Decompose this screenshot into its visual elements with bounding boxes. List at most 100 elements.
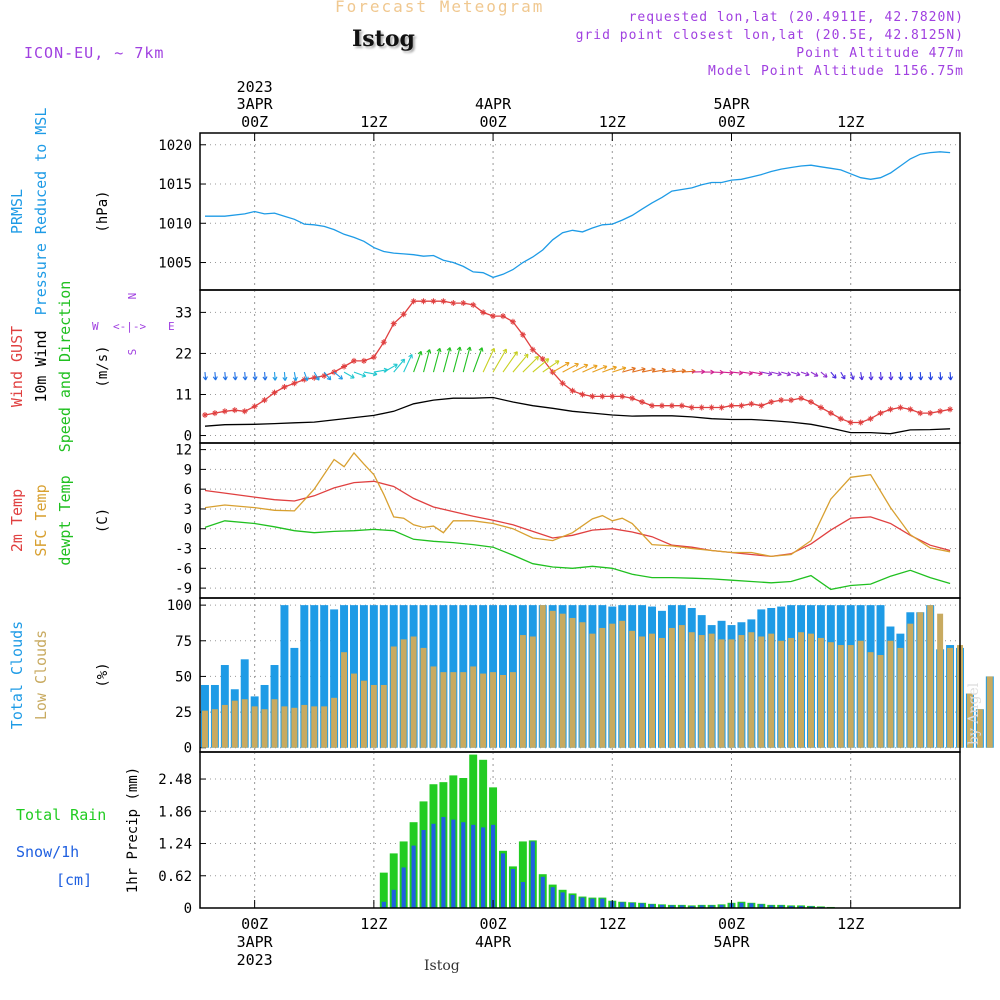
clouds-low-bar: [370, 684, 377, 748]
wind-direction-arrow: [552, 361, 570, 373]
wind-direction-arrow: [472, 347, 484, 373]
footer-place: Istog: [424, 958, 460, 974]
precip-ytick: 0.62: [158, 869, 192, 885]
wind-direction-arrow: [800, 371, 810, 377]
precip-snow-bar: [570, 895, 575, 908]
gust-marker: [341, 363, 348, 370]
wind-direction-arrow: [810, 371, 819, 377]
gust-marker: [559, 380, 566, 387]
precip-snow-bar: [550, 887, 555, 908]
precip-snow-bar: [709, 905, 714, 908]
clouds-low-bar: [768, 633, 775, 748]
gust-marker: [947, 406, 954, 413]
gust-marker: [380, 339, 387, 346]
clouds-low-bar: [817, 637, 824, 748]
gust-marker: [857, 419, 864, 426]
gust-marker: [817, 404, 824, 411]
compass-north: N: [126, 293, 139, 300]
clouds-total-bar: [280, 605, 289, 748]
clouds-low-bar: [470, 666, 477, 748]
top-time-label: 12Z: [360, 113, 387, 131]
clouds-low-bar: [201, 710, 208, 748]
gust-marker: [569, 387, 576, 394]
clouds-low-bar: [857, 640, 864, 748]
clouds-low-bar: [341, 652, 348, 748]
wind-direction-arrow: [612, 366, 627, 373]
clouds-label: Low Clouds: [32, 630, 50, 720]
bottom-time-label: 00Z: [241, 915, 268, 933]
precip-snow-bar: [769, 905, 774, 908]
compass-south: S: [126, 349, 139, 356]
bottom-time-label: 00Z: [718, 915, 745, 933]
gust-marker: [927, 410, 934, 417]
temperature-unit: (C): [95, 508, 111, 533]
clouds-low-bar: [331, 697, 338, 748]
gust-marker: [519, 331, 526, 338]
precip-snow-bar: [461, 822, 466, 908]
bottom-time-label: 12Z: [599, 915, 626, 933]
gust-marker: [877, 410, 884, 417]
precip-rain-bar: [389, 853, 398, 908]
temperature-ytick: -9: [175, 581, 192, 597]
wind-direction-arrow: [442, 347, 452, 373]
gust-marker: [599, 393, 606, 400]
point-altitude: Point Altitude 477m: [796, 46, 964, 61]
clouds-low-bar: [321, 706, 328, 748]
clouds-low-bar: [937, 613, 944, 748]
clouds-low-bar: [847, 645, 854, 748]
precip-snow-bar: [669, 905, 674, 908]
wind-direction-arrow: [462, 346, 472, 373]
precip-snow-bar: [401, 867, 406, 908]
clouds-low-bar: [519, 635, 526, 748]
wind-direction-arrow: [383, 363, 398, 373]
pressure-ytick: 1015: [158, 177, 192, 193]
clouds-low-bar: [360, 680, 367, 748]
clouds-total-bar: [310, 605, 319, 748]
clouds-label: Total Clouds: [8, 621, 26, 729]
clouds-low-bar: [947, 647, 954, 748]
bottom-time-label: 3APR: [237, 933, 274, 951]
clouds-low-bar: [400, 639, 407, 748]
precip-snow-bar: [530, 841, 535, 908]
clouds-low-bar: [718, 639, 725, 748]
gust-marker: [897, 404, 904, 411]
precip-snow-bar: [789, 905, 794, 908]
wind-direction-arrow: [522, 355, 540, 373]
clouds-low-bar: [311, 706, 318, 748]
gust-marker: [748, 400, 755, 407]
gust-marker: [201, 412, 208, 419]
clouds-total-bar: [300, 605, 309, 748]
precip-snow-bar: [779, 905, 784, 908]
wind-ytick: 0: [184, 429, 192, 445]
wind-direction-arrow: [482, 347, 496, 373]
top-time-label: 5APR: [713, 95, 750, 113]
wind-direction-arrow: [262, 372, 268, 381]
gust-marker: [430, 298, 437, 305]
clouds-low-bar: [420, 647, 427, 748]
clouds-low-bar: [380, 684, 387, 748]
pressure-unit: (hPa): [95, 190, 111, 232]
wind-direction-arrow: [731, 370, 743, 376]
clouds-low-bar: [490, 672, 497, 748]
clouds-low-bar: [241, 699, 248, 748]
gust-marker: [390, 320, 397, 327]
gust-marker: [718, 404, 725, 411]
clouds-ytick: 25: [175, 705, 192, 721]
clouds-low-bar: [887, 640, 894, 748]
gust-marker: [221, 408, 228, 415]
clouds-total-bar: [359, 605, 368, 748]
precip-ytick: 1.24: [158, 837, 192, 853]
bottom-time-label: 12Z: [837, 915, 864, 933]
precip-snow-bar: [520, 882, 525, 908]
wind-direction-arrow: [212, 372, 218, 381]
clouds-low-bar: [827, 642, 834, 748]
wind-direction-arrow: [592, 365, 608, 373]
clouds-total-bar: [379, 605, 388, 748]
clouds-low-bar: [440, 672, 447, 748]
model-label: ICON-EU, ~ 7km: [24, 44, 165, 62]
clouds-low-bar: [291, 707, 298, 748]
precip-snow-bar: [421, 830, 426, 908]
gust-marker: [758, 402, 765, 409]
wind-direction-arrow: [781, 371, 792, 377]
compass-west: W: [92, 320, 99, 333]
